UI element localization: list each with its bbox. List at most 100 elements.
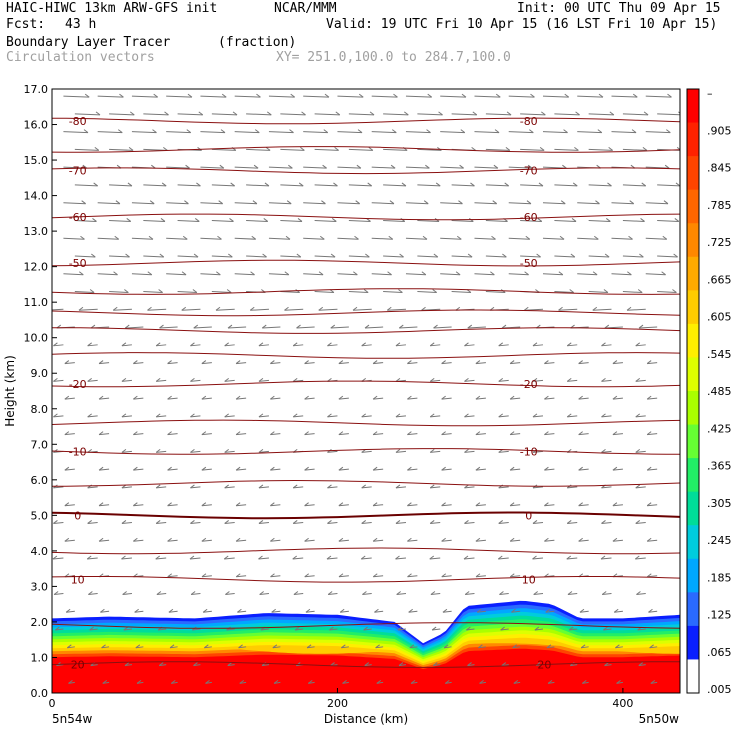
circulation-vector-head (201, 360, 207, 364)
circulation-vector (250, 308, 269, 311)
circulation-vector (441, 504, 452, 507)
circulation-vector-head (512, 644, 517, 649)
circulation-vector (190, 379, 201, 382)
circulation-vector (87, 486, 98, 489)
circulation-vector (604, 664, 612, 667)
circulation-vector-head (292, 413, 298, 418)
circulation-vector (87, 521, 98, 524)
circulation-vector-head (475, 537, 481, 542)
circulation-vector-head (662, 235, 668, 240)
circulation-vector-head (64, 431, 70, 436)
colorbar-swatch (687, 290, 699, 325)
circulation-vector (337, 237, 359, 240)
circulation-vector-head (490, 271, 495, 276)
circulation-vector (532, 521, 544, 524)
circulation-vector (200, 131, 226, 134)
circulation-vector (601, 486, 612, 489)
circulation-vector (268, 202, 292, 205)
circulation-vector (622, 291, 643, 294)
circulation-vector-head (155, 555, 161, 560)
circulation-vector-head (184, 200, 189, 205)
circulation-vector (270, 504, 281, 507)
circulation-vector (236, 397, 247, 400)
temperature-contour (52, 327, 680, 334)
colorbar-swatch (687, 491, 699, 526)
circulation-vector-head (631, 129, 637, 134)
circulation-vector (410, 681, 418, 684)
circulation-vector (337, 95, 364, 98)
circulation-vector-head (258, 555, 263, 560)
circulation-vector-head (196, 182, 201, 187)
circulation-vector-head (544, 360, 549, 364)
circulation-vector-head (534, 626, 540, 631)
circulation-vector-head (235, 360, 241, 364)
xy-range: XY= 251.0,100.0 to 284.7,100.0 (276, 50, 511, 65)
circulation-vector (361, 415, 372, 418)
circulation-vector (603, 628, 612, 631)
circulation-vector (578, 397, 589, 400)
circulation-vector-head (292, 484, 298, 489)
circulation-vector-head (472, 111, 478, 116)
circulation-vector (64, 362, 75, 365)
circulation-vector (167, 468, 178, 471)
circulation-vector (337, 166, 361, 169)
circulation-vector-head (323, 129, 329, 134)
circulation-vector (430, 593, 441, 596)
circulation-vector (211, 291, 232, 294)
circulation-vector-head (284, 271, 290, 276)
circulation-vector (74, 255, 96, 258)
circulation-vector-head (181, 306, 187, 311)
circulation-vector-head (372, 466, 378, 471)
circulation-vector (224, 379, 235, 382)
circulation-vector (395, 557, 407, 560)
circulation-vector (544, 504, 555, 507)
circulation-vector-head (167, 431, 172, 436)
circulation-vector (135, 646, 144, 649)
circulation-vector-head (675, 182, 680, 187)
circulation-vector (304, 539, 315, 542)
circulation-vector (647, 468, 658, 471)
temperature-contour (52, 380, 680, 388)
y-tick-label: 10.0 (24, 332, 49, 345)
circulation-vector (498, 415, 509, 418)
circulation-vector-head (467, 253, 473, 258)
circulation-vector-head (121, 555, 126, 560)
circulation-vector-head (579, 608, 585, 613)
circulation-vector-head (441, 466, 446, 471)
circulation-vector (133, 397, 144, 400)
circulation-vector (554, 184, 578, 187)
circulation-vector-head (643, 111, 649, 116)
circulation-vector (570, 664, 578, 667)
circulation-vector (66, 610, 75, 613)
circulation-vector (63, 95, 90, 98)
circulation-vector (396, 593, 407, 596)
circulation-vector-head (224, 413, 229, 418)
circulation-vector (314, 113, 340, 116)
circulation-vector (612, 504, 623, 507)
circulation-vector (569, 628, 578, 631)
circulation-vector (304, 468, 315, 471)
circulation-vector-head (475, 395, 481, 400)
circulation-vector (303, 273, 324, 276)
circulation-vector (474, 166, 498, 169)
circulation-vector (532, 557, 544, 560)
y-axis-label: Height (km) (3, 355, 17, 426)
circulation-vector (511, 610, 521, 613)
circulation-vector (97, 273, 118, 276)
circulation-vector-head (432, 289, 437, 293)
circulation-vector-head (429, 520, 435, 524)
circulation-vector (268, 166, 293, 169)
circulation-vector-head (636, 591, 641, 595)
circulation-vector (271, 610, 281, 613)
circulation-vector-head (79, 271, 84, 276)
circulation-vector (611, 273, 632, 276)
circulation-vector (430, 521, 441, 524)
circulation-vector-head (592, 271, 598, 276)
contour-label: 20 (537, 659, 551, 672)
circulation-vector-head (304, 431, 309, 436)
circulation-vector (314, 219, 337, 222)
circulation-vector (258, 557, 269, 560)
circulation-vector (190, 344, 201, 347)
circulation-vector-head (638, 324, 644, 329)
circulation-vector-head (230, 182, 235, 187)
